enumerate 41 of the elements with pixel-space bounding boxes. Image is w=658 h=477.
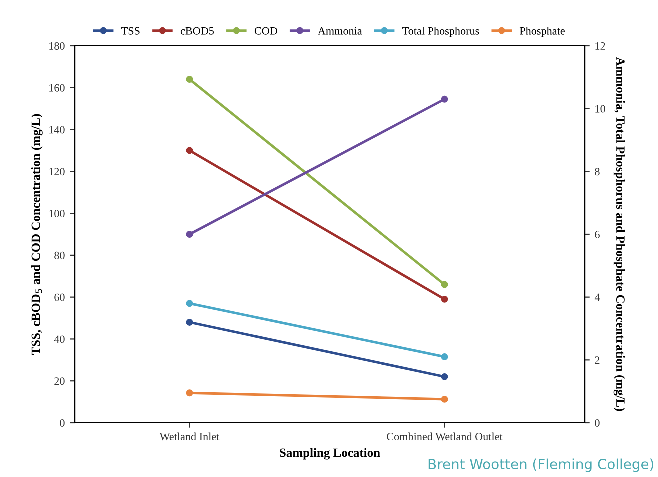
point [186,76,194,83]
y2-axis-title: Ammonia, Total Phosphorus and Phosphate Concentration (mg/L) [614,57,626,412]
x-axis-title: Sampling Location [280,448,380,460]
y2-tick-label: 2 [595,356,600,364]
legend-label: cBOD5 [180,27,214,35]
y2-tick-label: 4 [594,294,600,302]
y-tick-label: 0 [60,419,65,427]
x-tick-label: Combined Wetland Outlet [387,432,503,441]
point [441,354,448,360]
y2-tick-label: 8 [595,168,600,176]
y2-tick-label: 10 [596,105,606,113]
y-tick-label: 40 [54,336,65,344]
y-tick-label: 20 [54,378,65,386]
legend-label: Ammonia [318,27,362,35]
y2-tick-label: 0 [595,419,600,427]
y-tick-label: 120 [50,168,65,176]
y-tick-label: 160 [50,84,65,92]
y-tick-label: 140 [50,126,65,134]
point [186,147,194,154]
y-tick-label: 180 [50,42,65,50]
legend-label: Phosphate [520,27,565,38]
point [441,281,448,288]
point [186,318,194,326]
legend-label: COD [254,27,278,35]
point [441,96,448,103]
y2-tick-label: 6 [595,230,600,238]
y-tick-label: 80 [54,252,65,260]
x-tick-label: Wetland Inlet [160,432,220,441]
point [441,396,448,403]
legend-label: Total Phosphorus [402,27,480,38]
point [441,373,448,380]
y-tick-label: 60 [54,294,65,302]
text: Brent Wootten (Fleming College) [428,458,654,472]
y-axis-title: TSS, cBOD$_{5}$ and COD Concentration (mg/L) [31,114,43,356]
y-tick-label: 100 [50,210,65,218]
point [186,390,194,397]
legend-label: TSS [122,27,140,35]
point [441,296,448,303]
y2-tick-label: 12 [596,42,606,50]
point [186,231,194,238]
point [186,300,194,308]
